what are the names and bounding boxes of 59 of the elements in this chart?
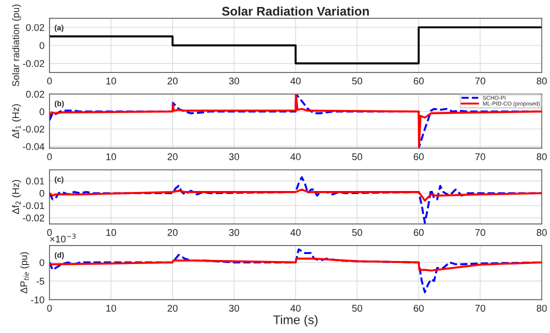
- x-tick-label: 10: [106, 153, 116, 160]
- x-tick-label: 50: [352, 78, 362, 84]
- x-tick-label: 0: [47, 78, 52, 84]
- x-tick-label: 40: [290, 78, 301, 84]
- y-axis-title: Solar radiation (pu): [12, 4, 22, 86]
- line-series: [50, 258, 542, 272]
- x-tick-label: 30: [229, 78, 240, 84]
- x-tick-label: 80: [536, 229, 547, 236]
- x-tick-label: 70: [475, 153, 486, 160]
- y-tick-label: 0: [40, 259, 44, 266]
- x-tick-label: 20: [168, 304, 178, 312]
- y-tick-label: 0.02: [26, 90, 44, 98]
- x-tick-label: 60: [414, 153, 424, 160]
- y-tick-label: 0.02: [26, 24, 44, 31]
- x-tick-label: 20: [168, 153, 178, 160]
- x-tick-label: 10: [106, 304, 116, 312]
- x-tick-label: 50: [352, 304, 362, 312]
- x-tick-label: 10: [106, 78, 116, 84]
- x-axis-title: Time (s): [273, 315, 318, 327]
- x-tick-label: 80: [536, 153, 547, 160]
- text: ×10$^{−3}$: [50, 234, 76, 243]
- x-tick-label: 40: [290, 229, 301, 236]
- x-tick-label: 50: [352, 229, 362, 236]
- y-tick-label: 0: [40, 190, 44, 197]
- y-axis-title: Δf$_{2}$ (Hz): [12, 180, 22, 214]
- x-tick-label: 50: [352, 153, 362, 160]
- y-tick-label: -0.02: [22, 126, 44, 133]
- y-tick-label: -0.04: [22, 143, 44, 150]
- x-tick-label: 0: [47, 304, 52, 312]
- chart-title: Solar Radiation Variation: [222, 6, 369, 16]
- x-tick-label: 0: [47, 229, 52, 236]
- x-tick-label: 40: [290, 304, 301, 312]
- x-tick-label: 60: [414, 229, 424, 236]
- y-tick-label: 0: [40, 108, 44, 116]
- x-tick-label: 80: [536, 304, 547, 312]
- x-tick-label: 60: [414, 78, 424, 84]
- y-tick-label: -10: [31, 296, 44, 304]
- line-series: [50, 188, 542, 202]
- y-tick-label: 0.01: [26, 178, 44, 185]
- x-tick-label: 70: [475, 78, 486, 84]
- x-tick-label: 30: [229, 304, 240, 312]
- x-tick-label: 0: [47, 153, 52, 160]
- x-tick-label: 20: [168, 229, 178, 236]
- x-tick-label: 70: [475, 304, 486, 312]
- x-tick-label: 70: [475, 229, 486, 236]
- y-axis-title: ΔP$_{tie}$ (pu): [20, 252, 30, 294]
- y-tick-label: -5: [36, 278, 44, 285]
- x-tick-label: 30: [229, 229, 240, 236]
- x-tick-label: 30: [229, 153, 240, 160]
- x-tick-label: 40: [290, 153, 301, 160]
- y-tick-label: -0.01: [22, 202, 44, 210]
- y-tick-label: -0.02: [22, 214, 44, 222]
- y-axis-title: Δf$_{1}$ (Hz): [12, 104, 22, 138]
- x-tick-label: 10: [106, 229, 116, 236]
- x-tick-label: 20: [168, 78, 178, 84]
- x-tick-label: 60: [414, 304, 424, 312]
- x-tick-label: 80: [536, 78, 547, 84]
- y-tick-label: -0.02: [22, 60, 44, 68]
- y-tick-label: 0: [40, 42, 44, 49]
